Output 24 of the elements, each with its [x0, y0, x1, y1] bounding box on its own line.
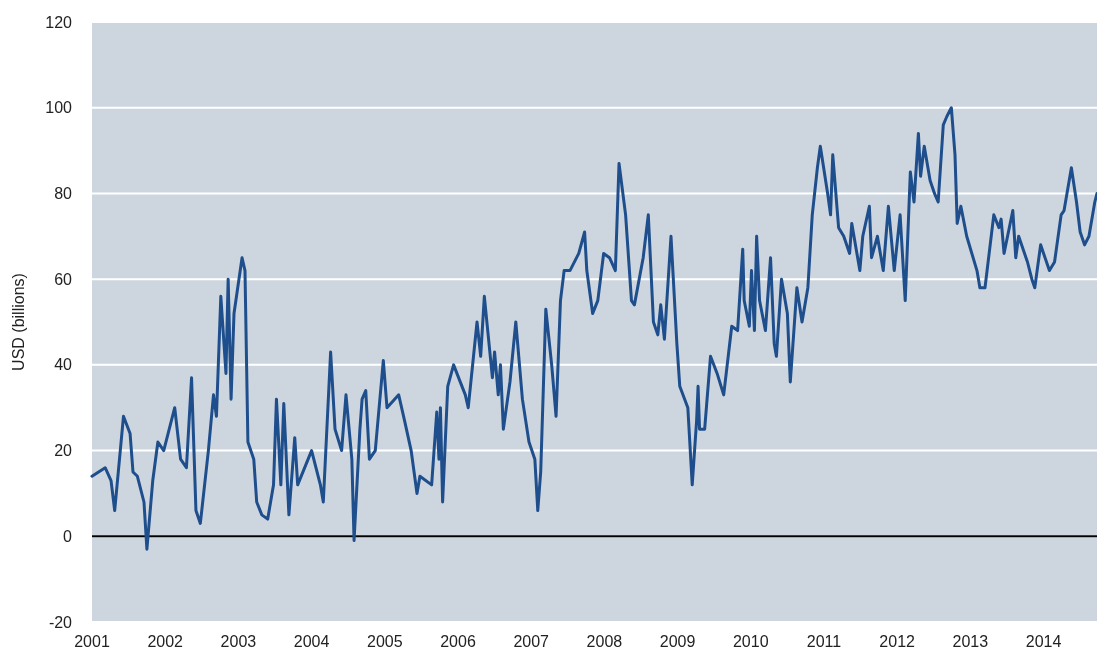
x-tick-label: 2002: [147, 633, 184, 650]
x-tick-label: 2005: [366, 633, 403, 650]
x-tick-label: 2007: [513, 633, 550, 650]
x-tick-label: 2012: [879, 633, 916, 650]
x-tick-label: 2006: [440, 633, 476, 650]
y-axis-title: USD (billions): [10, 273, 27, 371]
y-tick-label: 0: [63, 527, 73, 545]
y-tick-label: -20: [48, 613, 73, 631]
y-tick-label: 120: [45, 13, 73, 31]
x-tick-label: 2008: [586, 633, 623, 650]
y-tick-label: 60: [54, 270, 73, 288]
x-tick-label: 2009: [659, 633, 696, 650]
line-series: [90, 106, 1097, 551]
x-tick-label: 2011: [806, 633, 842, 650]
x-tick-label: 2001: [74, 633, 110, 650]
y-tick-label: 20: [54, 442, 73, 460]
x-tick-label: 2013: [952, 633, 989, 650]
x-tick-label: 2014: [1025, 633, 1062, 650]
y-tick-label: 100: [45, 99, 73, 117]
y-tick-label: 40: [54, 356, 73, 374]
y-tick-label: 80: [54, 185, 73, 203]
x-tick-label: 2003: [220, 633, 257, 650]
x-tick-label: 2010: [732, 633, 769, 650]
x-tick-label: 2004: [293, 633, 330, 650]
